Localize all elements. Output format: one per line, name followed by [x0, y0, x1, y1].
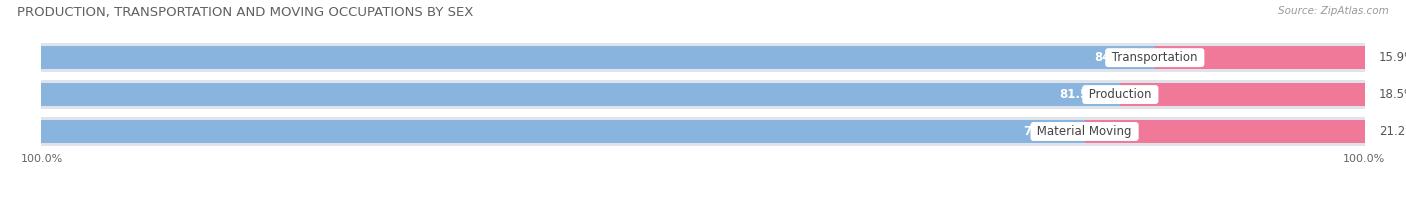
- Bar: [41, 46, 1154, 69]
- Text: Source: ZipAtlas.com: Source: ZipAtlas.com: [1278, 6, 1389, 16]
- Text: PRODUCTION, TRANSPORTATION AND MOVING OCCUPATIONS BY SEX: PRODUCTION, TRANSPORTATION AND MOVING OC…: [17, 6, 474, 19]
- Bar: [41, 83, 1121, 106]
- Text: 100.0%: 100.0%: [1343, 154, 1385, 164]
- Bar: [41, 43, 1365, 72]
- Bar: [41, 117, 1365, 146]
- Bar: [1084, 120, 1365, 143]
- Bar: [41, 80, 1365, 109]
- Text: Production: Production: [1085, 88, 1156, 101]
- Text: 78.8%: 78.8%: [1024, 125, 1064, 138]
- Bar: [1121, 83, 1365, 106]
- Text: 84.1%: 84.1%: [1094, 51, 1135, 64]
- Bar: [41, 120, 1084, 143]
- Text: Material Moving: Material Moving: [1033, 125, 1136, 138]
- Text: 21.2%: 21.2%: [1379, 125, 1406, 138]
- Text: 81.5%: 81.5%: [1060, 88, 1101, 101]
- Bar: [1154, 46, 1365, 69]
- Text: 15.9%: 15.9%: [1379, 51, 1406, 64]
- Text: 100.0%: 100.0%: [21, 154, 63, 164]
- Text: 18.5%: 18.5%: [1379, 88, 1406, 101]
- Text: Transportation: Transportation: [1108, 51, 1201, 64]
